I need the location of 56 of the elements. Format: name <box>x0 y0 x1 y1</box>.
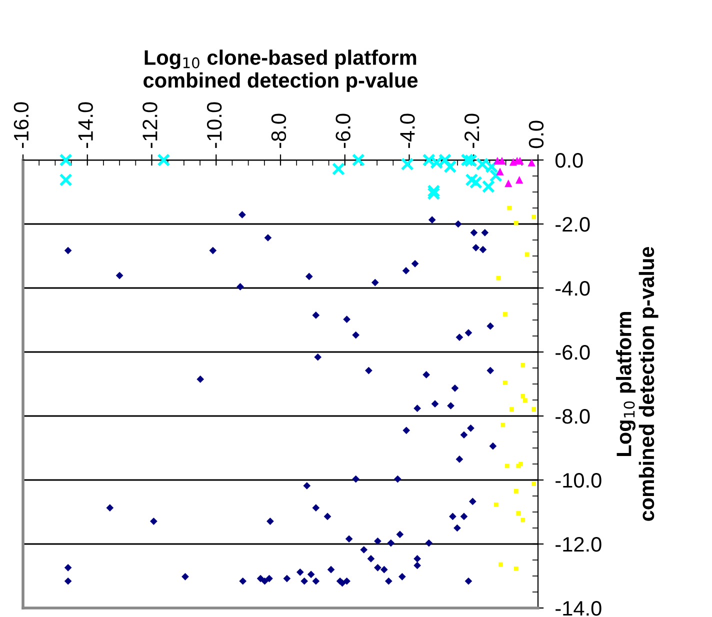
x-tick-label: -6.0 <box>336 114 350 148</box>
x-tick-label: -4.0 <box>400 114 415 148</box>
point <box>514 489 518 494</box>
point <box>502 312 508 316</box>
point <box>522 398 528 403</box>
point <box>516 176 524 184</box>
y-tick-label: -4.0 <box>556 281 590 296</box>
point <box>520 394 526 398</box>
y-tick-label: 0.0 <box>555 153 583 168</box>
point <box>494 502 498 507</box>
point <box>59 153 72 167</box>
point <box>496 276 501 280</box>
point <box>498 562 503 567</box>
y-tick-label: -2.0 <box>556 217 590 232</box>
point <box>427 184 440 198</box>
point <box>500 422 506 428</box>
point <box>514 566 518 571</box>
y-tick-label: -14.0 <box>556 601 602 616</box>
point <box>59 173 72 186</box>
point <box>332 162 345 176</box>
point <box>504 180 512 188</box>
x-tick-label: -12.0 <box>142 102 158 148</box>
x-tick-label: -14.0 <box>78 102 93 148</box>
x-tick-label: -10.0 <box>206 102 222 148</box>
point <box>465 173 478 186</box>
y-tick-label: -10.0 <box>556 473 602 488</box>
x-tick-label: -16.0 <box>14 102 29 148</box>
point <box>528 158 536 166</box>
point <box>507 206 512 210</box>
point <box>496 168 504 176</box>
point <box>520 518 526 522</box>
point <box>514 220 518 226</box>
point <box>460 153 474 167</box>
point <box>524 252 530 257</box>
point <box>444 160 457 174</box>
point <box>532 214 536 220</box>
point <box>516 511 521 516</box>
x-tick-label: 0.0 <box>528 120 544 148</box>
point <box>400 158 414 171</box>
x-tick-label: -2.0 <box>464 114 480 148</box>
y-tick-label: -12.0 <box>556 537 602 552</box>
y-axis-title: Log$_{10}$ platform combined detection p-value <box>616 246 658 521</box>
point <box>532 407 536 412</box>
point <box>520 362 526 368</box>
point <box>504 464 510 468</box>
point <box>532 482 536 486</box>
y-tick-label: -6.0 <box>556 345 590 360</box>
point <box>502 380 508 385</box>
x-tick-label: -8.0 <box>271 114 286 148</box>
x-axis-title: Log$_{10}$ clone-based platform combined detection p-value <box>144 50 418 92</box>
point <box>157 153 170 167</box>
point <box>489 169 502 182</box>
y-tick-label: -8.0 <box>556 409 590 424</box>
point <box>352 153 365 167</box>
point <box>509 407 514 412</box>
point <box>427 187 440 200</box>
